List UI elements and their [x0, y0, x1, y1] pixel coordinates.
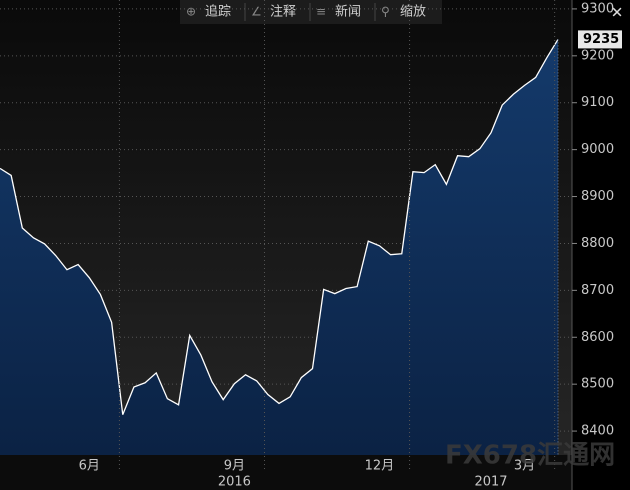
y-tick-label: 8600	[581, 330, 614, 345]
toolbar-button[interactable]: 新闻	[335, 4, 361, 20]
watermark: FX678汇通网	[445, 441, 615, 471]
y-tick-label: 8400	[581, 424, 614, 439]
toolbar-background	[180, 0, 442, 24]
x-year-label: 2016	[218, 475, 251, 490]
toolbar-button[interactable]: 注释	[270, 5, 296, 20]
line	[0, 39, 559, 415]
x-tick-label: 12月	[365, 459, 395, 474]
x-tick-label: 3月	[514, 459, 535, 474]
x-tick-label: 9月	[224, 459, 245, 474]
y-tick-label: 9100	[581, 95, 614, 110]
y-tick-label: 9200	[581, 48, 614, 63]
last-value-label: 9235	[583, 32, 619, 47]
y-tick-label: 9300	[581, 1, 614, 16]
y-tick-label: 8800	[581, 236, 614, 251]
last-value-box	[578, 30, 622, 49]
area	[0, 39, 558, 455]
toolbar-icon: ∠	[251, 5, 262, 19]
toolbar-icon: ⚲	[381, 5, 390, 19]
y-tick-label: 8500	[581, 377, 614, 392]
x-axis-band	[0, 455, 572, 490]
close-button[interactable]: ✕	[611, 4, 624, 22]
toolbar-icon: ≡	[316, 5, 326, 19]
y-tick-label: 9000	[581, 142, 614, 157]
toolbar: ⊕ 追踪 ∠ 注释 ≡ 新闻 ⚲ 缩放	[180, 0, 442, 24]
toolbar-icon: ⊕	[186, 5, 196, 19]
x-year-label: 2017	[474, 475, 507, 490]
y-tick-label: 8900	[581, 189, 614, 204]
toolbar-button[interactable]: 缩放	[400, 4, 426, 20]
x-tick-label: 6月	[79, 459, 100, 474]
y-tick-label: 8700	[581, 283, 614, 298]
toolbar-button[interactable]: 追踪	[205, 4, 231, 20]
